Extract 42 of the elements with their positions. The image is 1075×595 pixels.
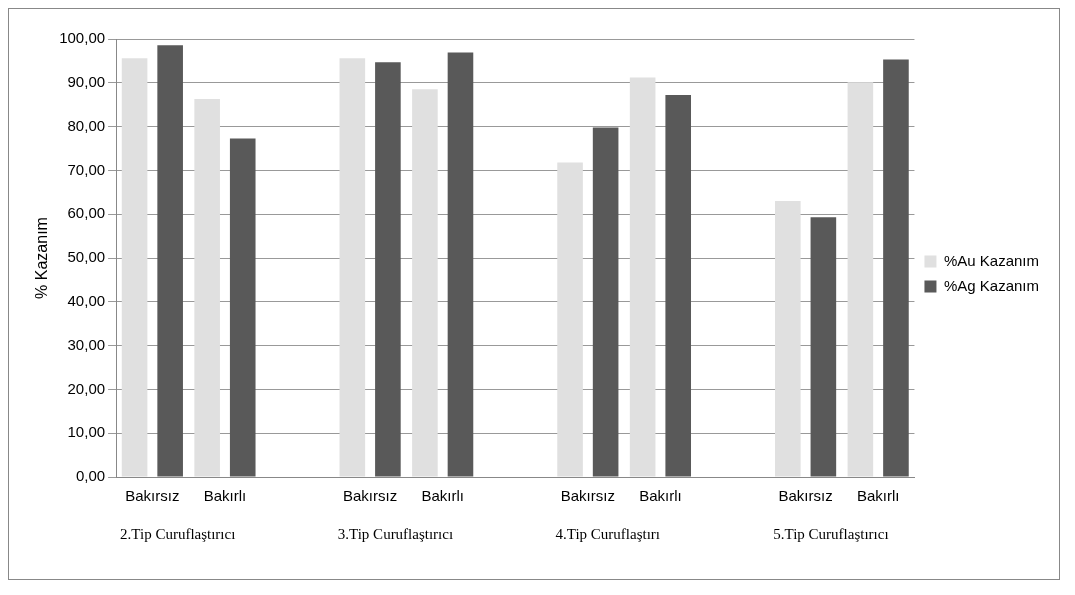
x-tick-label: Bakırsız (343, 487, 398, 505)
x-tick-label: Bakırlı (421, 487, 464, 505)
y-tick-label: 80,00 (67, 116, 106, 134)
bar (229, 138, 256, 477)
bar (557, 162, 583, 477)
y-tick-label: 0,00 (75, 467, 106, 485)
bar (412, 89, 438, 477)
bar (847, 82, 874, 477)
y-tick-label: 10,00 (67, 423, 106, 441)
bar (810, 217, 837, 477)
x-tick-label: Bakırlı (203, 487, 247, 505)
text: 5.Tip Curuflaştırıcı (773, 525, 889, 542)
text: 2.Tip Curuflaştırıcı (120, 525, 236, 542)
bar (665, 95, 692, 477)
y-tick-label: 100,00 (59, 29, 106, 47)
y-tick-label: 90,00 (67, 72, 106, 90)
bar (592, 127, 619, 477)
text: 4.Tip Curuflaştırı (555, 525, 661, 542)
bar (629, 77, 656, 477)
y-tick-label: 20,00 (67, 379, 106, 397)
bar (883, 59, 909, 477)
y-tick-label: 40,00 (67, 291, 106, 309)
bar (121, 58, 148, 477)
y-tick-label: 50,00 (67, 248, 106, 266)
legend-label: %Au Kazanım (943, 251, 1039, 269)
bar (447, 52, 474, 477)
x-tick-label: Bakırsız (125, 487, 180, 505)
x-tick-label: Bakırlı (639, 487, 682, 505)
x-tick-label: Bakırlı (856, 487, 900, 505)
bar (375, 62, 401, 477)
x-tick-label: Bakırsız (778, 487, 833, 505)
y-axis-title: % Kazanım (33, 217, 51, 299)
y-tick-label: 60,00 (67, 204, 106, 222)
y-tick-label: 30,00 (67, 335, 106, 353)
bar (194, 99, 220, 477)
y-tick-label: 70,00 (67, 160, 106, 178)
x-tick-label: Bakırsız (560, 487, 615, 505)
legend-label: %Ag Kazanım (943, 276, 1039, 294)
bar (775, 201, 801, 477)
text: 3.Tip Curuflaştırıcı (337, 525, 454, 542)
bar (339, 58, 366, 477)
bar (157, 45, 183, 477)
